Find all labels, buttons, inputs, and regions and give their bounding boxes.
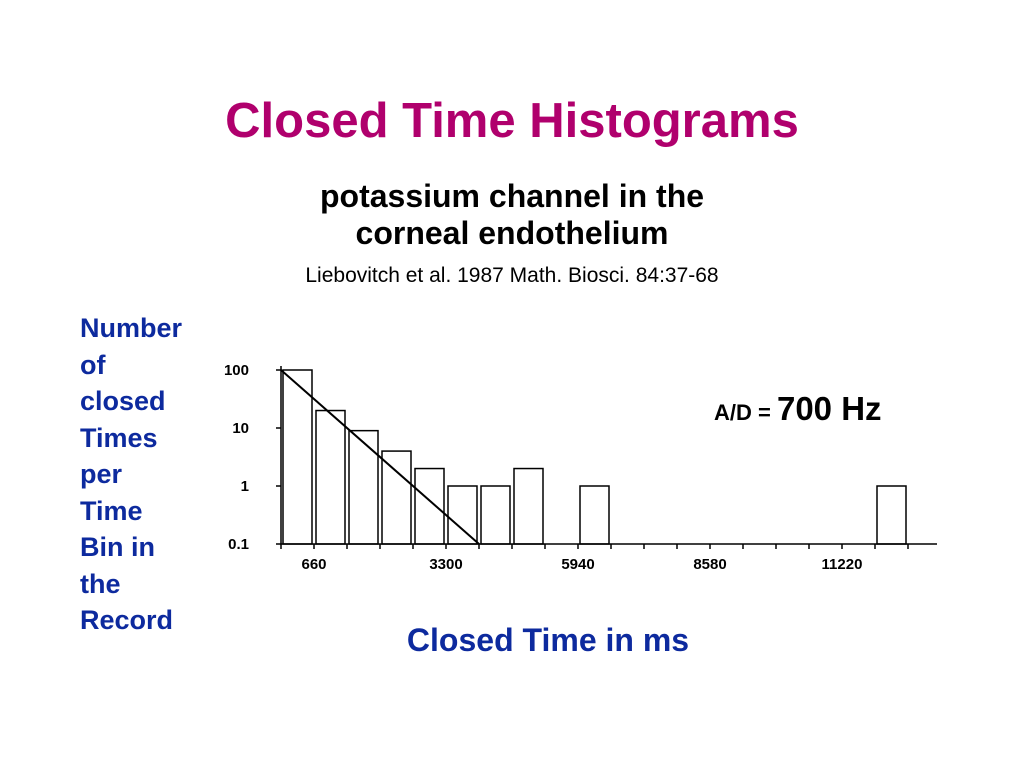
histogram-bar bbox=[513, 467, 544, 545]
y-axis-label-line: Bin in bbox=[80, 532, 155, 562]
y-tick-label: 1 bbox=[241, 478, 249, 495]
y-axis-label-line: Number bbox=[80, 313, 183, 343]
ad-rate-label: A/D = bbox=[714, 400, 777, 425]
y-axis-label-line: closed bbox=[80, 386, 166, 416]
y-axis-label-line: Time bbox=[80, 495, 143, 526]
histogram-bar bbox=[315, 409, 346, 545]
histogram-bar bbox=[381, 450, 412, 545]
x-axis-label: Closed Time in ms bbox=[406, 622, 690, 658]
x-tick-label: 8580 bbox=[693, 556, 726, 573]
y-axis-label-line: per bbox=[80, 459, 123, 489]
histogram-bar bbox=[876, 485, 907, 545]
y-tick-label: 100 bbox=[224, 362, 249, 379]
y-tick-label: 10 bbox=[232, 420, 249, 437]
citation: Liebovitch et al. 1987 Math. Biosci. 84:… bbox=[305, 264, 719, 287]
subtitle-line-1: potassium channel in the bbox=[319, 178, 705, 214]
histogram-bar bbox=[579, 485, 610, 545]
y-axis-label-line: the bbox=[80, 568, 121, 599]
subtitle-line-2: corneal endothelium bbox=[355, 215, 669, 251]
y-axis-label-line: of bbox=[80, 349, 106, 380]
y-axis-label-line: Times bbox=[80, 422, 158, 453]
x-tick-label: 11220 bbox=[822, 556, 863, 573]
histogram-bar bbox=[447, 485, 478, 545]
slide-title: Closed Time Histograms bbox=[225, 94, 799, 148]
ad-rate-value: 700 Hz bbox=[776, 390, 882, 427]
x-tick-label: 3300 bbox=[429, 556, 462, 573]
x-tick-label: 660 bbox=[301, 556, 326, 573]
x-tick-label: 5940 bbox=[561, 556, 594, 573]
histogram-bar bbox=[414, 467, 445, 545]
y-axis-label-line: Record bbox=[80, 605, 174, 635]
ad-rate-annotation: A/D = 700 Hz bbox=[714, 390, 882, 428]
histogram-bar bbox=[348, 429, 379, 545]
histogram-bar bbox=[480, 485, 511, 545]
slide-subtitle: potassium channel in the corneal endothe… bbox=[0, 178, 1024, 252]
y-tick-label: 0.1 bbox=[228, 536, 249, 553]
histogram-bar bbox=[282, 369, 313, 545]
y-axis-label: Number of closed Times per Time Bin in t… bbox=[80, 310, 230, 639]
exponential-fit-line bbox=[280, 369, 480, 545]
